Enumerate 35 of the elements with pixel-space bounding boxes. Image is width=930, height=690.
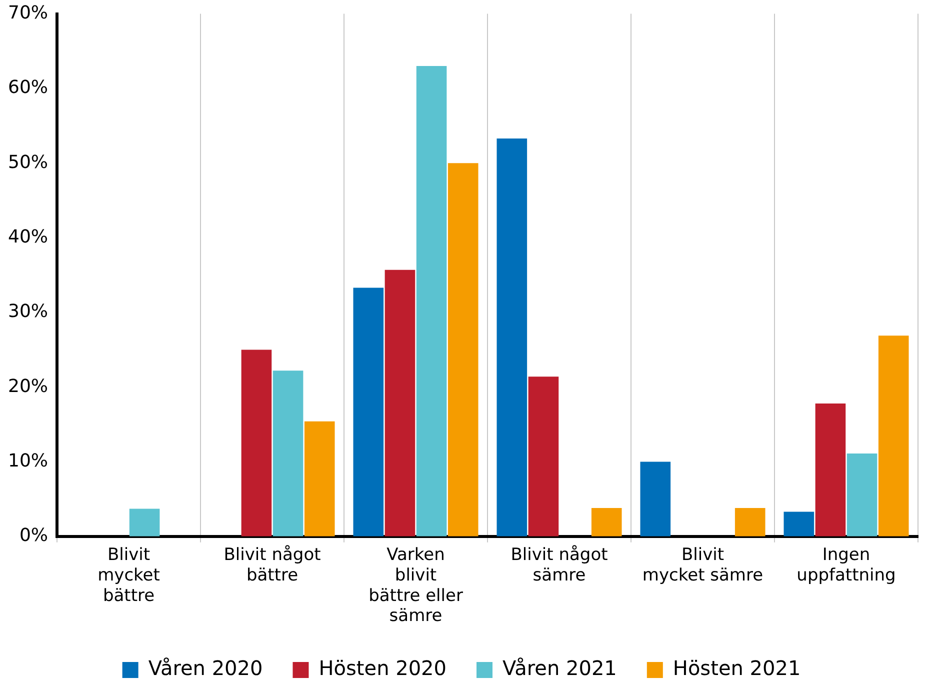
bar <box>815 404 846 536</box>
legend-label: Våren 2021 <box>502 656 617 680</box>
y-tick-label: 0% <box>19 525 48 546</box>
y-tick-label: 20% <box>8 376 48 397</box>
bar <box>272 370 304 536</box>
bar <box>241 350 272 536</box>
x-tick-label: Varken blivit bättre eller sämre <box>368 545 463 626</box>
bar <box>640 462 671 536</box>
y-tick-label: 50% <box>8 152 48 173</box>
bar <box>304 421 335 536</box>
bar <box>528 376 559 536</box>
bar <box>129 508 160 536</box>
x-tick-label: Blivit mycket bättre <box>98 545 160 606</box>
y-tick-label: 30% <box>8 301 48 322</box>
y-tick-label: 10% <box>8 450 48 472</box>
bar <box>353 288 384 536</box>
legend-label: Våren 2020 <box>148 656 263 680</box>
x-tick-label: Blivit något sämre <box>510 545 608 586</box>
bar <box>878 336 909 536</box>
x-tick-label: Blivit mycket sämre <box>642 545 764 586</box>
legend-label: Hösten 2021 <box>672 656 801 680</box>
bar <box>448 163 478 536</box>
bar <box>591 508 622 536</box>
x-tick-label: Blivit något bättre <box>224 545 322 586</box>
legend-label: Hösten 2020 <box>318 656 447 680</box>
bar <box>384 270 416 536</box>
bar <box>784 512 814 536</box>
bar <box>416 66 447 536</box>
y-tick-label: 40% <box>8 226 48 248</box>
y-tick-label: 70% <box>8 2 48 24</box>
bar <box>734 508 766 536</box>
y-tick-label: 60% <box>8 77 48 98</box>
bar <box>846 454 878 536</box>
x-tick-label: Ingen uppfattning <box>796 545 896 586</box>
bar <box>496 138 528 536</box>
